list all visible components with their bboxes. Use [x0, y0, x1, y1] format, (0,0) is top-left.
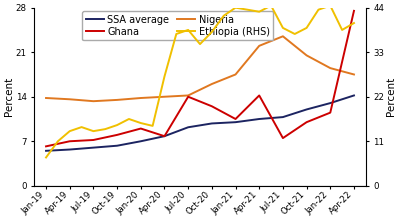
Y-axis label: Percent: Percent — [386, 77, 396, 116]
Legend: SSA average, Ghana, Nigeria, Ethiopia (RHS): SSA average, Ghana, Nigeria, Ethiopia (R… — [82, 11, 274, 40]
Y-axis label: Percent: Percent — [4, 77, 14, 116]
